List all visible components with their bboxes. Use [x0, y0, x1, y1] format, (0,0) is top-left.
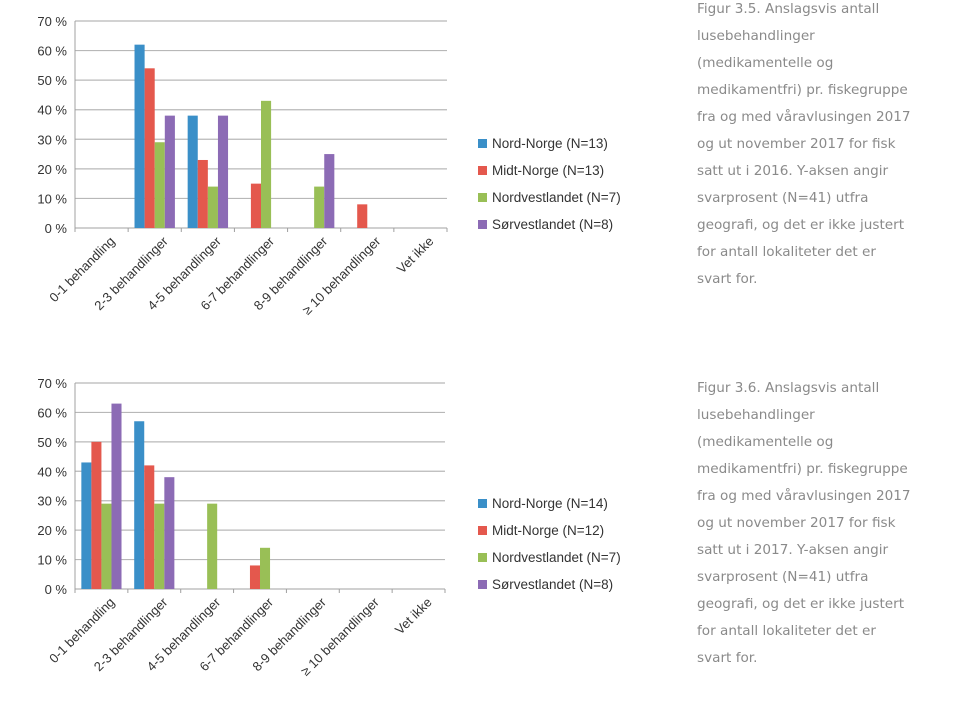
bar-sørvestlandet-1: [164, 115, 175, 228]
bar-sørvestlandet-2: [217, 115, 229, 228]
bar-midt-norge-0: [91, 441, 102, 589]
bar-midt-norge-2: [197, 159, 208, 228]
bar-nordvestlandet-2: [207, 186, 218, 228]
legend-item: Sørvestlandet (N=8): [478, 571, 621, 598]
y-tick-label: 20 %: [37, 523, 67, 538]
caption-line: geografi, og det er ikke justert: [697, 217, 905, 233]
caption-line: for antall lokaliteter det er: [697, 623, 876, 639]
bar-nordvestlandet-1: [154, 503, 165, 589]
legend-item: Nord-Norge (N=14): [478, 490, 621, 517]
x-category-label: Vet ikke: [392, 595, 435, 638]
bar-sørvestlandet-0: [111, 403, 122, 589]
bar-nord-norge-1: [134, 44, 145, 229]
y-tick-label: 50 %: [37, 73, 67, 88]
bar-nord-norge-0: [81, 462, 92, 589]
legend-swatch: [478, 526, 487, 535]
caption-line: lusebehandlinger: [697, 28, 815, 44]
legend-swatch: [478, 553, 487, 562]
bar-nordvestlandet-3: [260, 547, 271, 589]
y-tick-label: 10 %: [37, 553, 67, 568]
bar-nordvestlandet-3: [261, 100, 272, 228]
y-tick-label: 60 %: [37, 405, 67, 420]
caption-line: satt ut i 2016. Y-aksen angir: [697, 163, 889, 179]
caption-line: geografi, og det er ikke justert: [697, 596, 905, 612]
caption-line: (medikamentelle og: [697, 55, 834, 71]
legend-swatch: [478, 166, 487, 175]
y-tick-label: 10 %: [37, 191, 67, 206]
legend-item: Midt-Norge (N=13): [478, 157, 621, 184]
legend-swatch: [478, 220, 487, 229]
legend-figure-3-6: Nord-Norge (N=14) Midt-Norge (N=12) Nordve…: [478, 490, 621, 598]
caption-line: Figur 3.6. Anslagsvis antall: [697, 380, 880, 396]
caption-line: fra og med våravlusingen 2017: [697, 109, 911, 125]
caption-line: medikamentfri) pr. fiskegruppe: [697, 82, 908, 98]
legend-label: Sørvestlandet (N=8): [492, 217, 614, 232]
caption-line: og ut november 2017 for fisk: [697, 515, 896, 531]
y-tick-label: 40 %: [37, 103, 67, 118]
caption-line: for antall lokaliteter det er: [697, 244, 876, 260]
bar-midt-norge-5: [357, 204, 368, 228]
legend-label: Nordvestlandet (N=7): [492, 190, 621, 205]
y-tick-label: 0 %: [45, 582, 68, 597]
legend-item: Nordvestlandet (N=7): [478, 184, 621, 211]
caption-line: (medikamentelle og: [697, 434, 834, 450]
bar-nordvestlandet-4: [314, 186, 325, 228]
legend-label: Nord-Norge (N=13): [492, 136, 608, 151]
y-tick-label: 30 %: [37, 494, 67, 509]
legend-swatch: [478, 580, 487, 589]
chart-figure-3-5: 0 %10 %20 %30 %40 %50 %60 %70 %0-1 behan…: [37, 14, 448, 318]
caption-line: Figur 3.5. Anslagsvis antall: [697, 1, 880, 17]
caption-figure-3-6: Figur 3.6. Anslagsvis antall lusebehandli…: [697, 375, 957, 672]
legend-swatch: [478, 499, 487, 508]
caption-line: svarprosent (N=41) utfra: [697, 190, 869, 206]
y-tick-label: 70 %: [37, 376, 67, 391]
chart-figure-3-6: 0 %10 %20 %30 %40 %50 %60 %70 %0-1 behan…: [37, 376, 446, 679]
y-tick-label: 30 %: [37, 132, 67, 147]
legend-item: Sørvestlandet (N=8): [478, 211, 621, 238]
legend-label: Nordvestlandet (N=7): [492, 550, 621, 565]
legend-label: Midt-Norge (N=12): [492, 523, 605, 538]
bar-sørvestlandet-1: [164, 477, 175, 589]
legend-swatch: [478, 139, 487, 148]
bar-nordvestlandet-0: [101, 503, 112, 589]
y-tick-label: 40 %: [37, 464, 67, 479]
bar-nordvestlandet-2: [207, 503, 218, 589]
bar-midt-norge-3: [250, 183, 261, 228]
caption-line: og ut november 2017 for fisk: [697, 136, 896, 152]
caption-line: fra og med våravlusingen 2017: [697, 488, 911, 504]
legend-item: Nordvestlandet (N=7): [478, 544, 621, 571]
legend-item: Midt-Norge (N=12): [478, 517, 621, 544]
bar-midt-norge-3: [249, 565, 260, 589]
legend-label: Sørvestlandet (N=8): [492, 577, 614, 592]
caption-line: lusebehandlinger: [697, 407, 815, 423]
legend-item: Nord-Norge (N=13): [478, 130, 621, 157]
bar-midt-norge-1: [144, 68, 155, 228]
y-tick-label: 20 %: [37, 162, 67, 177]
bar-nord-norge-2: [187, 115, 198, 228]
x-category-label: Vet ikke: [394, 234, 437, 277]
legend-figure-3-5: Nord-Norge (N=13) Midt-Norge (N=13) Nordve…: [478, 130, 621, 238]
y-tick-label: 50 %: [37, 435, 67, 450]
bar-midt-norge-1: [144, 465, 155, 589]
legend-swatch: [478, 193, 487, 202]
y-tick-label: 70 %: [37, 14, 67, 29]
caption-line: svarprosent (N=41) utfra: [697, 569, 869, 585]
legend-label: Nord-Norge (N=14): [492, 496, 608, 511]
y-tick-label: 60 %: [37, 44, 67, 59]
caption-line: svart for.: [697, 650, 758, 666]
caption-line: satt ut i 2017. Y-aksen angir: [697, 542, 889, 558]
bar-nordvestlandet-1: [154, 142, 165, 228]
legend-label: Midt-Norge (N=13): [492, 163, 605, 178]
caption-figure-3-5: Figur 3.5. Anslagsvis antall lusebehandli…: [697, 0, 957, 293]
bar-sørvestlandet-4: [324, 154, 335, 228]
bar-nord-norge-1: [134, 421, 145, 589]
caption-line: medikamentfri) pr. fiskegruppe: [697, 461, 908, 477]
y-tick-label: 0 %: [45, 221, 68, 236]
caption-line: svart for.: [697, 271, 758, 287]
